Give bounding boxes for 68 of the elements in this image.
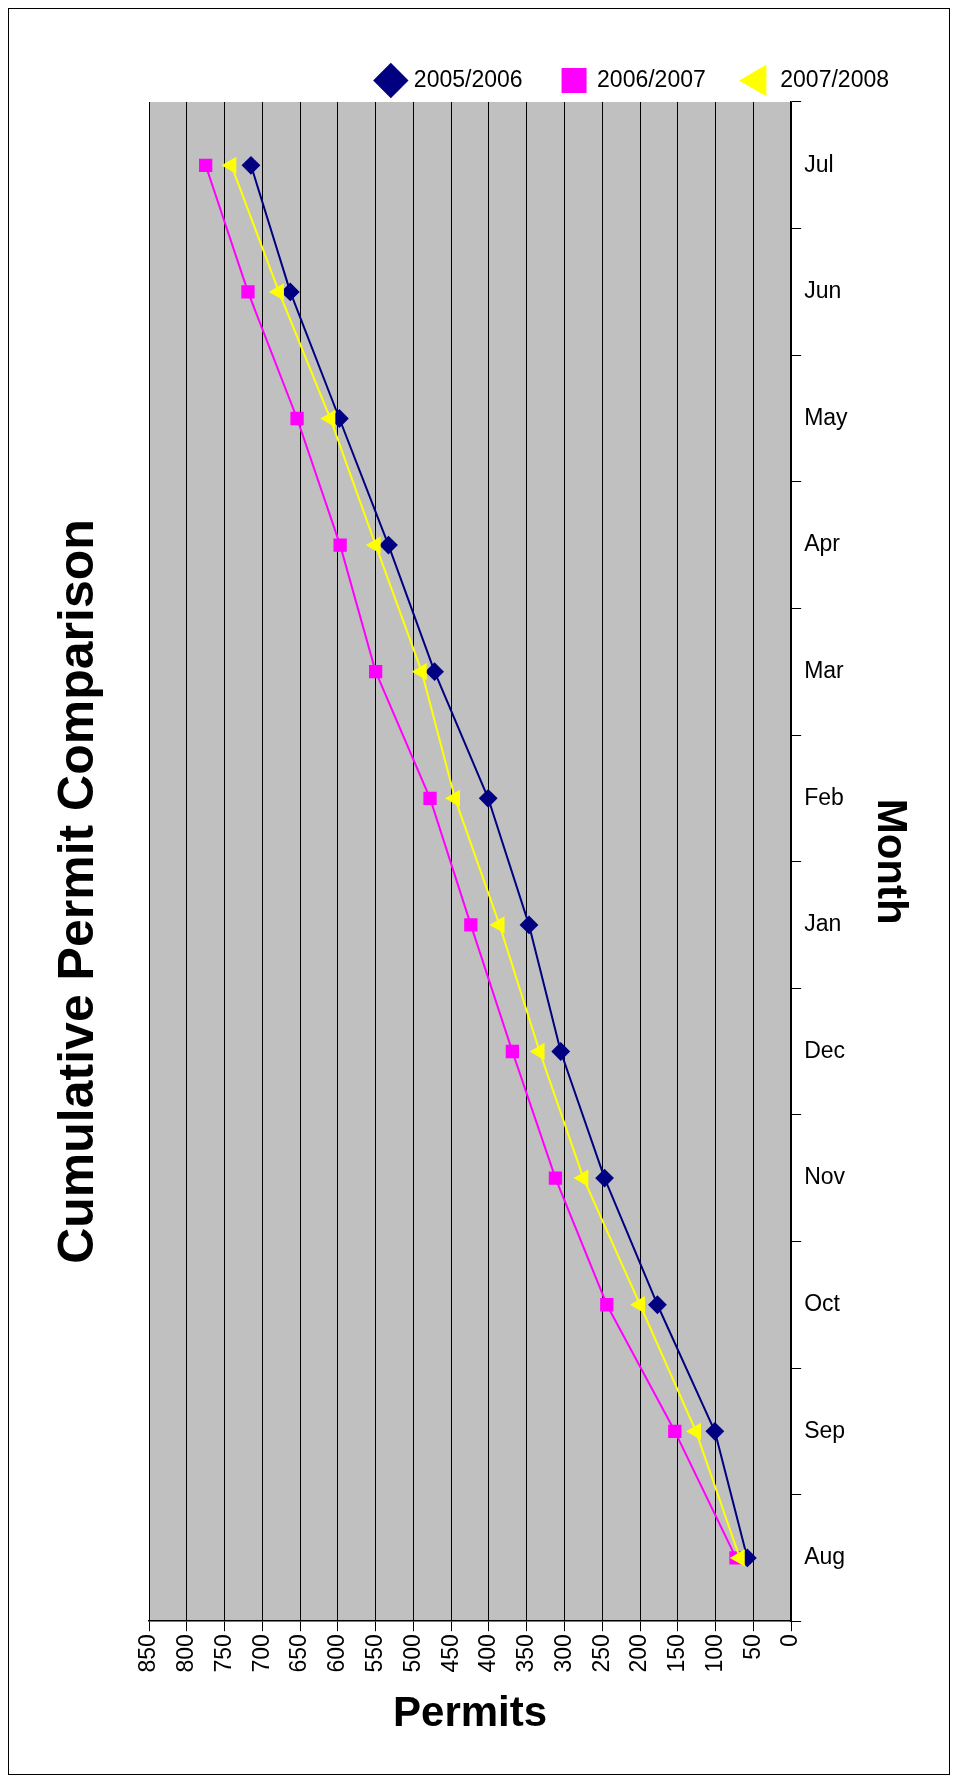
point bbox=[445, 790, 460, 807]
point bbox=[199, 158, 213, 172]
x-tick-label: 0 bbox=[776, 1634, 803, 1648]
point bbox=[505, 1044, 520, 1059]
x-tick-label: 450 bbox=[436, 1634, 463, 1673]
point bbox=[269, 283, 284, 300]
point bbox=[241, 285, 255, 299]
y-tick-label: Jul bbox=[804, 150, 834, 177]
x-tick-label: 100 bbox=[700, 1634, 727, 1673]
point bbox=[548, 1171, 563, 1185]
point bbox=[595, 1169, 614, 1188]
x-tick-label: 550 bbox=[360, 1634, 387, 1673]
point bbox=[290, 411, 304, 426]
x-tick-label: 250 bbox=[587, 1634, 614, 1673]
x-tick-label: 850 bbox=[134, 1634, 161, 1673]
y-tick-label: Oct bbox=[804, 1290, 841, 1317]
point bbox=[425, 662, 444, 681]
y-tick-label: Feb bbox=[804, 783, 844, 810]
y-tick-label: Apr bbox=[804, 530, 841, 557]
y-tick-label: May bbox=[804, 403, 849, 430]
point bbox=[600, 1298, 614, 1312]
x-tick-label: 700 bbox=[247, 1634, 274, 1673]
point bbox=[686, 1423, 701, 1440]
x-tick-label: 600 bbox=[323, 1634, 350, 1673]
text: Cumulative Permit Comparison bbox=[47, 519, 104, 1264]
point bbox=[222, 157, 237, 174]
point bbox=[574, 1170, 589, 1187]
y-tick-label: Nov bbox=[804, 1163, 846, 1190]
x-tick-label: 350 bbox=[512, 1634, 539, 1673]
x-tick-label: 150 bbox=[663, 1634, 690, 1673]
x-tick-label: 500 bbox=[398, 1634, 425, 1673]
x-tick-label: 750 bbox=[209, 1634, 236, 1673]
point bbox=[423, 791, 437, 805]
y-tick-label: Mar bbox=[804, 657, 845, 684]
point bbox=[366, 537, 381, 554]
point bbox=[551, 1042, 570, 1061]
point bbox=[368, 665, 383, 679]
point bbox=[464, 918, 478, 932]
y-tick-label: Aug bbox=[804, 1543, 846, 1570]
point bbox=[668, 1424, 682, 1438]
legend-label: 2006/2007 bbox=[597, 65, 706, 92]
x-tick-label: 800 bbox=[172, 1634, 199, 1673]
point bbox=[333, 538, 347, 552]
y-tick-label: Dec bbox=[804, 1036, 846, 1063]
point bbox=[705, 1422, 724, 1441]
y-tick-label: Sep bbox=[804, 1416, 846, 1443]
point bbox=[648, 1295, 667, 1314]
y-axis-title: Month bbox=[869, 798, 917, 925]
point bbox=[321, 410, 336, 427]
point bbox=[490, 916, 505, 933]
x-axis-title: Permits bbox=[393, 1688, 548, 1736]
point bbox=[530, 1043, 545, 1060]
point bbox=[379, 536, 398, 555]
point bbox=[479, 789, 498, 808]
legend-label: 2007/2008 bbox=[780, 65, 890, 92]
point bbox=[412, 663, 427, 680]
point bbox=[281, 282, 300, 301]
x-tick-label: 400 bbox=[474, 1634, 501, 1673]
y-tick-label: Jan bbox=[804, 910, 842, 937]
y-tick-label: Jun bbox=[804, 277, 842, 304]
x-tick-label: 200 bbox=[625, 1634, 652, 1673]
legend-label: 2005/2006 bbox=[413, 65, 523, 92]
x-tick-label: 50 bbox=[738, 1634, 765, 1660]
x-tick-label: 650 bbox=[285, 1634, 312, 1673]
x-tick-label: 300 bbox=[549, 1634, 576, 1673]
point bbox=[631, 1296, 646, 1313]
point bbox=[241, 156, 260, 175]
point bbox=[520, 915, 538, 934]
